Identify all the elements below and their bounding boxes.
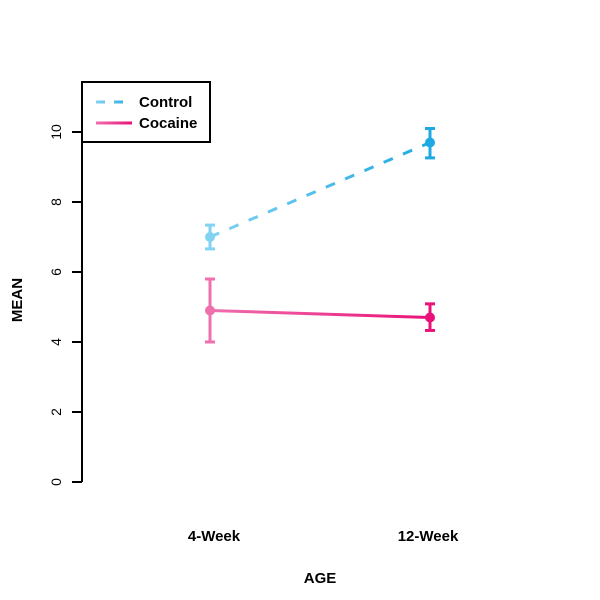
series-line [209,309,431,319]
legend-label-cocaine: Cocaine [139,115,197,132]
legend-label-control: Control [139,94,192,111]
series-cocaine [205,277,435,344]
x-tick-label-4-week: 4-Week [188,528,241,545]
y-tick-label: 4 [48,338,64,346]
y-axis: 0 2 4 6 8 10 [48,124,83,486]
y-tick-label: 6 [48,268,64,276]
data-point [425,137,435,148]
x-tick-label-12-week: 12-Week [398,528,459,545]
y-tick-label: 8 [48,198,64,206]
y-tick-label: 0 [48,478,64,486]
y-tick-label: 10 [48,124,64,140]
legend: Control Cocaine [81,81,211,143]
data-point [205,305,215,316]
data-point [425,312,435,323]
series-layer [205,127,435,344]
series-control [205,127,435,251]
series-line [209,141,431,239]
x-axis-title: AGE [304,570,337,587]
legend-box [81,81,211,143]
data-point [205,232,215,242]
y-axis-title: MEAN [9,278,26,322]
y-tick-label: 2 [48,408,64,416]
